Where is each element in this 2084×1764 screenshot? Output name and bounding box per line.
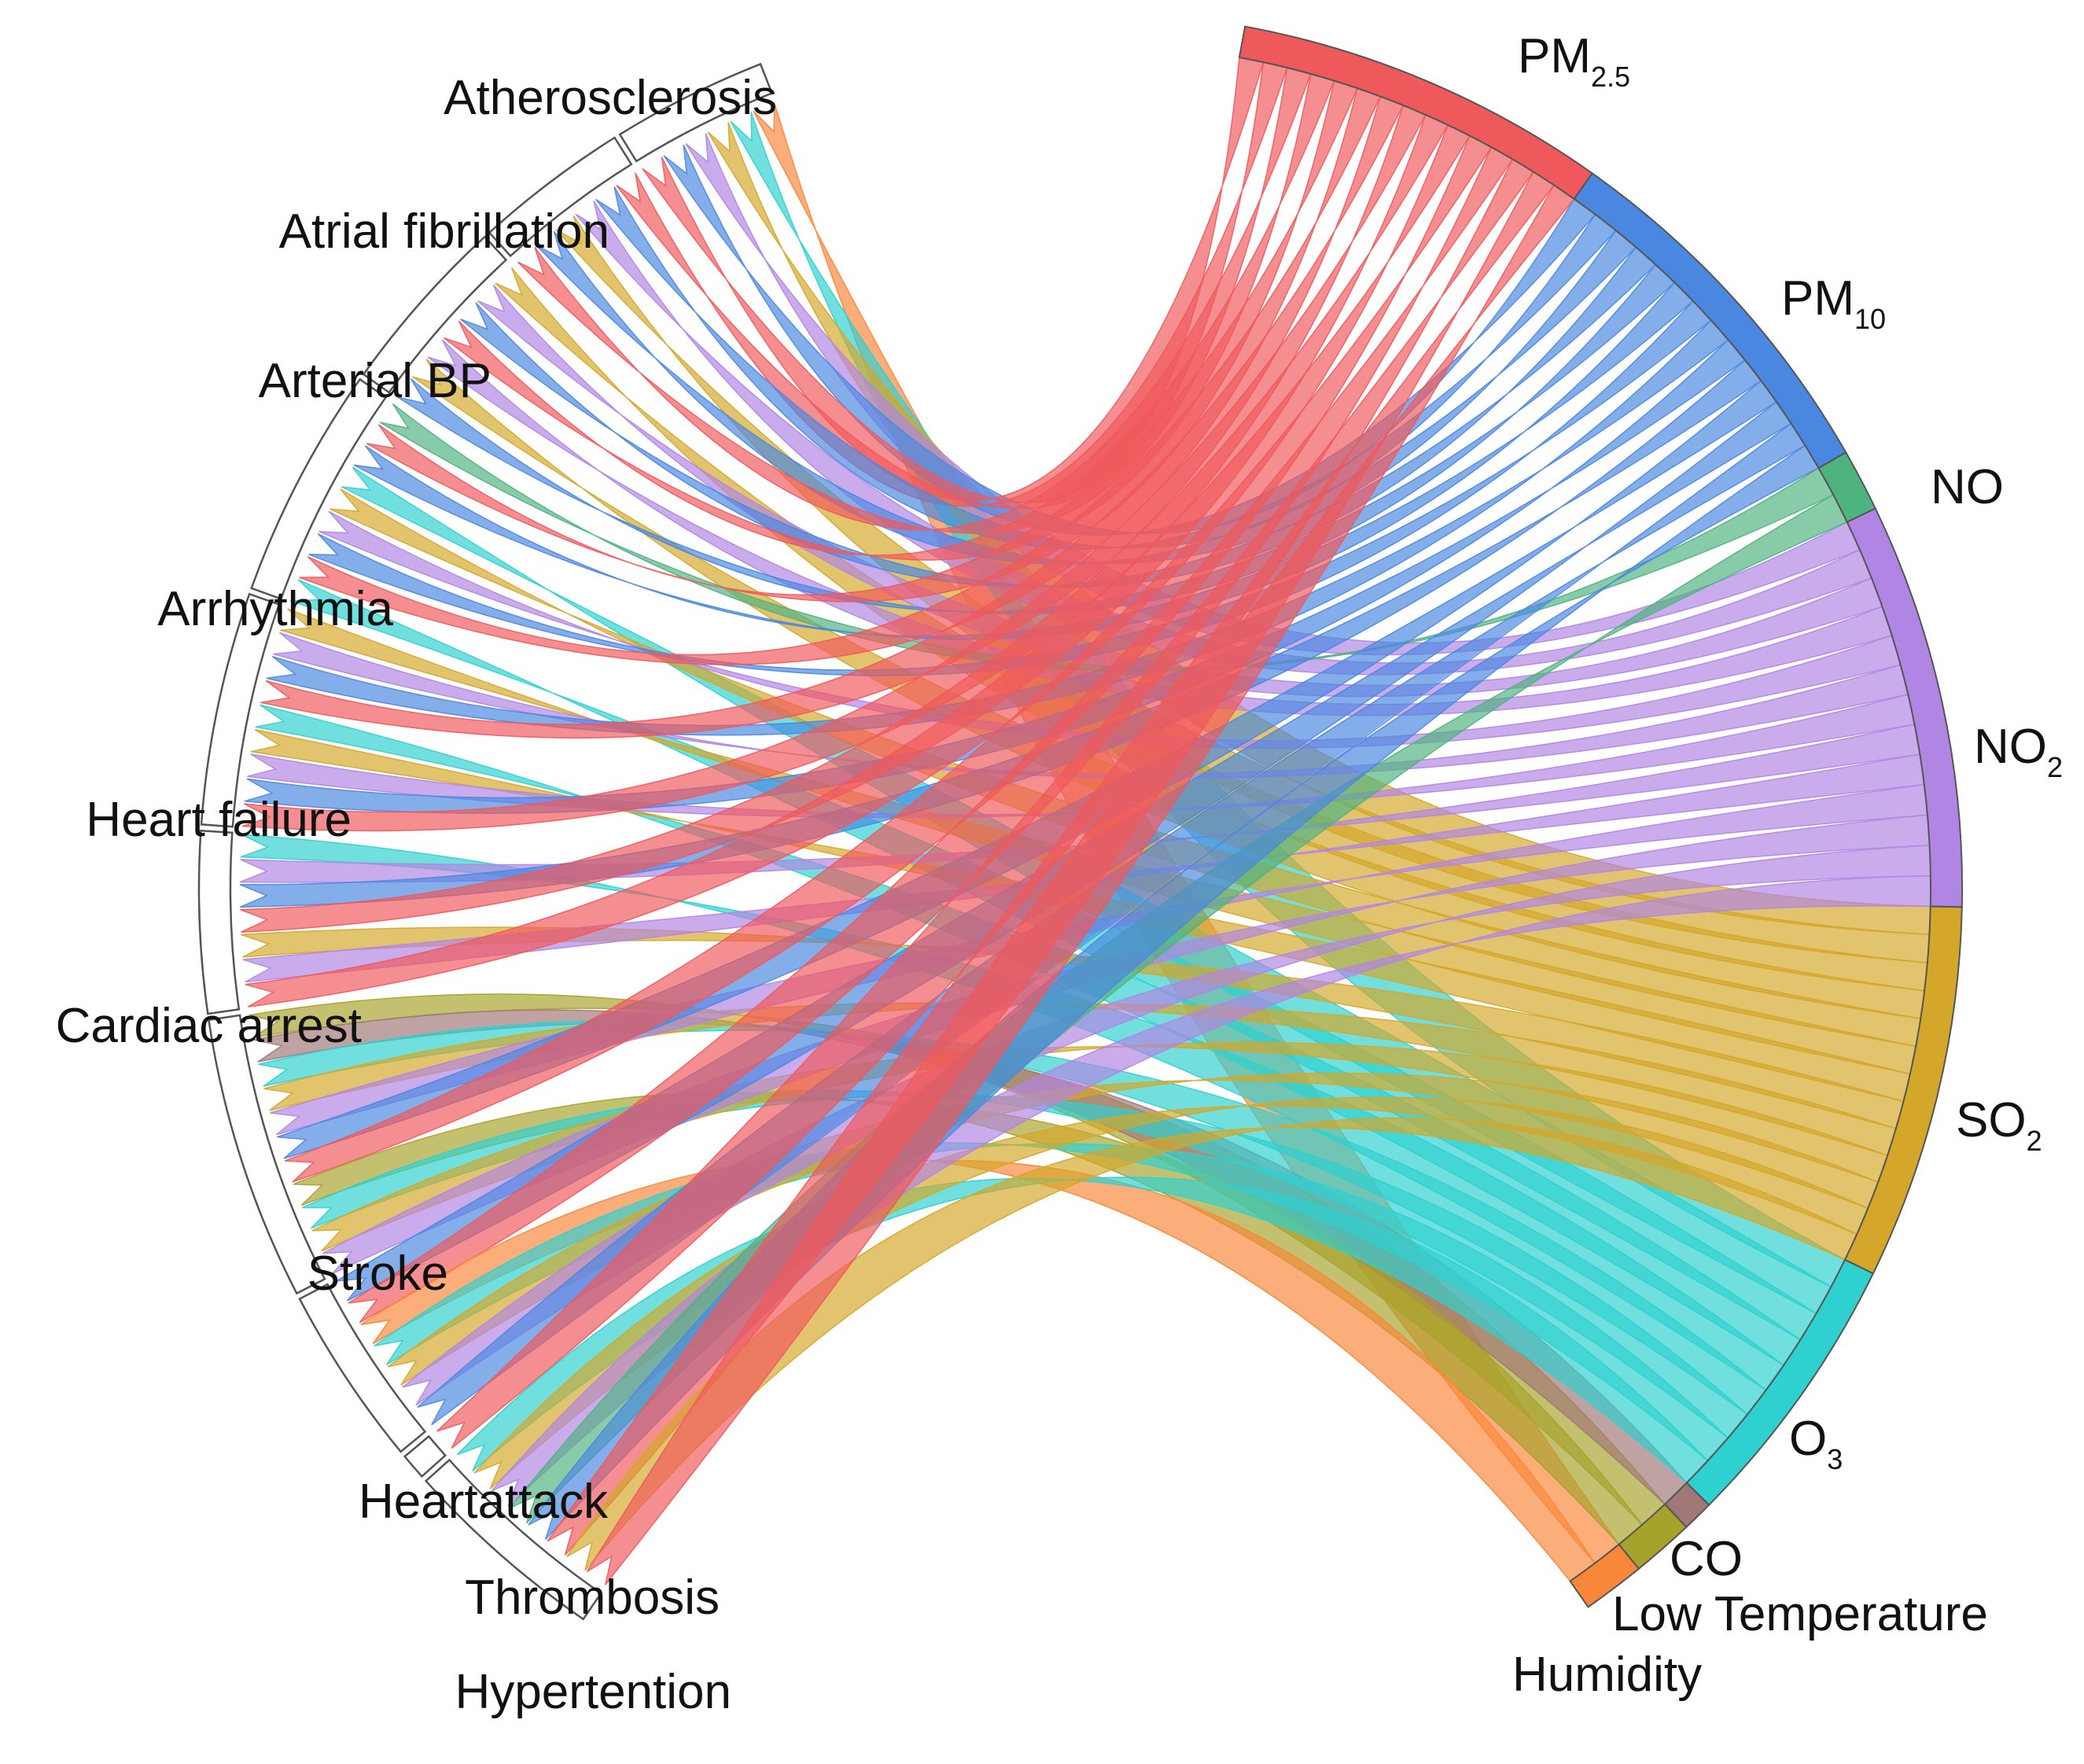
arc-arrhythmia xyxy=(250,377,388,601)
label-cardiac-arrest: Cardiac arrest xyxy=(56,999,362,1053)
chord-labels: Atherosclerosis Atrial fibrillation Arteri… xyxy=(56,29,2063,1719)
label-heartattack: Heartattack xyxy=(359,1475,609,1529)
label-low-temperature: Low Temperature xyxy=(1612,1587,1988,1641)
chord-arcs xyxy=(197,25,1964,1621)
label-stroke: Stroke xyxy=(307,1247,448,1301)
label-pm2-5: PM2.5 xyxy=(1518,29,1630,93)
arc-atrial-fibrillation xyxy=(488,136,633,258)
label-hypertention: Hypertention xyxy=(455,1665,731,1719)
arc-arterial-bp xyxy=(362,235,508,394)
arc-humidity xyxy=(1569,1543,1640,1608)
label-atrial-fibrillation: Atrial fibrillation xyxy=(279,204,609,259)
label-no: NO xyxy=(1931,460,2004,514)
label-atherosclerosis: Atherosclerosis xyxy=(444,71,777,125)
arc-thrombosis xyxy=(403,1434,447,1479)
arc-heartattack xyxy=(298,1283,427,1453)
label-so2: SO2 xyxy=(1956,1093,2042,1157)
arc-stroke xyxy=(207,1014,326,1295)
label-no2: NO2 xyxy=(1974,720,2063,783)
label-arrhythmia: Arrhythmia xyxy=(157,582,393,636)
label-humidity: Humidity xyxy=(1512,1648,1702,1702)
label-pm10: PM10 xyxy=(1781,271,1886,335)
arc-cardiac-arrest xyxy=(197,829,241,1015)
arc-atherosclerosis xyxy=(618,62,774,163)
chord-ribbons xyxy=(239,57,1931,1585)
arc-heart-failure xyxy=(200,592,281,828)
arc-hypertention xyxy=(424,1458,603,1621)
label-arterial-bp: Arterial BP xyxy=(259,354,492,408)
label-heart-failure: Heart failure xyxy=(86,793,352,847)
label-thrombosis: Thrombosis xyxy=(465,1571,720,1625)
label-co: CO xyxy=(1670,1532,1743,1586)
label-o3: O3 xyxy=(1789,1412,1843,1475)
